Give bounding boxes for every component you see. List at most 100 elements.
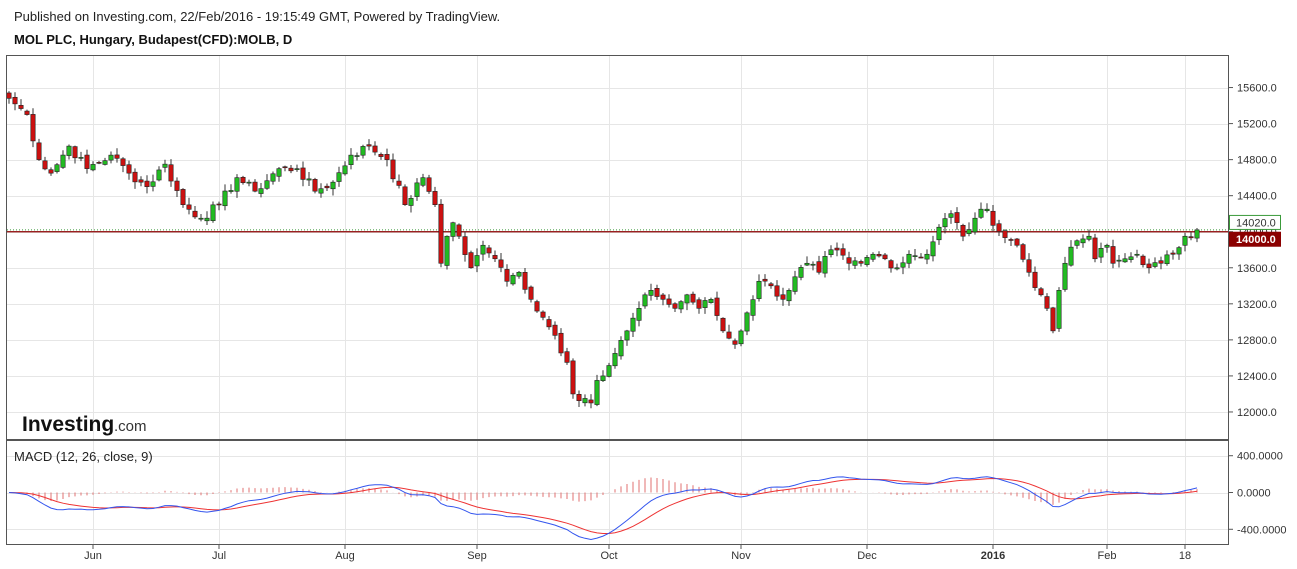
candle <box>78 151 84 162</box>
candle <box>144 175 150 194</box>
candle <box>972 212 978 235</box>
candle-body <box>960 224 966 237</box>
price-tick-label: 12000.0 <box>1237 407 1277 419</box>
candle-body <box>1164 254 1170 265</box>
candle-body <box>402 186 408 205</box>
candle-body <box>558 332 564 354</box>
candle <box>1110 239 1116 269</box>
candle <box>120 157 126 173</box>
candle-body <box>84 154 90 169</box>
candle <box>780 287 786 306</box>
candle <box>1146 258 1152 274</box>
candle-body <box>696 299 702 309</box>
candle <box>378 152 384 160</box>
candle <box>186 197 192 215</box>
candle <box>564 347 570 365</box>
candle <box>678 300 684 314</box>
candle <box>132 168 138 189</box>
candle <box>996 219 1002 237</box>
candle-body <box>1158 260 1164 264</box>
candle-body <box>96 162 102 164</box>
candle <box>948 210 954 224</box>
candle-body <box>510 274 516 285</box>
candle-body <box>276 168 282 177</box>
candle <box>1086 229 1092 242</box>
macd-tick-label: 0.0000 <box>1237 488 1271 500</box>
candle <box>18 99 24 111</box>
candle-body <box>420 177 426 186</box>
candle <box>738 329 744 347</box>
candlestick-series[interactable] <box>6 91 1200 409</box>
candle <box>414 178 420 201</box>
candle-body <box>708 299 714 303</box>
candle-body <box>1032 271 1038 288</box>
candle-body <box>900 262 906 268</box>
candle-body <box>126 164 132 174</box>
candle <box>1122 253 1128 263</box>
candle <box>612 347 618 369</box>
candle <box>852 256 858 270</box>
candle <box>1008 237 1014 246</box>
candle-body <box>666 298 672 305</box>
candle <box>168 159 174 187</box>
candle-body <box>648 290 654 296</box>
candle-body <box>582 398 588 404</box>
candle-body <box>942 218 948 228</box>
candle-body <box>318 188 324 194</box>
macd-axis[interactable]: 400.0000 0.0000 -400.0000 <box>1228 451 1287 537</box>
candle <box>264 174 270 190</box>
price-tick-label: 12400.0 <box>1237 371 1277 383</box>
macd-lines <box>8 476 1198 541</box>
candle <box>540 310 546 321</box>
candle-body <box>426 177 432 192</box>
candle <box>1026 253 1032 277</box>
candle-body <box>1038 288 1044 296</box>
candle <box>84 149 90 174</box>
price-pane-frame <box>6 55 1229 440</box>
candle-body <box>762 278 768 282</box>
candle-body <box>288 167 294 172</box>
candle-body <box>804 262 810 266</box>
candle-body <box>1062 262 1068 290</box>
candle <box>36 138 42 161</box>
candle-body <box>1146 263 1152 269</box>
candle <box>804 256 810 267</box>
candle-body <box>270 173 276 182</box>
candle <box>180 188 186 208</box>
candle <box>642 292 648 309</box>
time-tick-label: Oct <box>600 550 617 562</box>
candle-body <box>1152 262 1158 267</box>
candle-body <box>42 160 48 170</box>
candle-body <box>198 217 204 220</box>
candle-body <box>372 145 378 153</box>
candle-body <box>336 172 342 182</box>
candle-body <box>534 301 540 312</box>
time-tick-label: Dec <box>857 550 877 562</box>
candle-body <box>18 105 24 109</box>
macd-title: MACD (12, 26, close, 9) <box>14 449 153 464</box>
candle-body <box>6 92 12 99</box>
candle-body <box>546 319 552 328</box>
candle-body <box>594 380 600 405</box>
candle-body <box>1050 307 1056 332</box>
price-axis[interactable]: 15600.0 15200.0 14800.0 14400.0 14000.0 13600… <box>1228 83 1277 419</box>
candle <box>162 159 168 173</box>
candle <box>1068 240 1074 267</box>
candle-body <box>246 181 252 184</box>
price-tick-label: 14400.0 <box>1237 191 1277 203</box>
time-axis[interactable]: Jun Jul Aug Sep Oct Nov Dec 2016 Feb 18 <box>84 545 1191 562</box>
candle-body <box>480 244 486 255</box>
candle-body <box>234 177 240 192</box>
candle <box>432 186 438 207</box>
candle <box>516 271 522 279</box>
candle <box>894 263 900 271</box>
candle-body <box>474 255 480 267</box>
candle-body <box>174 180 180 191</box>
candle <box>90 161 96 172</box>
candle-body <box>138 179 144 183</box>
candle-body <box>1122 258 1128 263</box>
candle <box>462 231 468 262</box>
candle-body <box>72 146 78 159</box>
candle-body <box>1116 259 1122 262</box>
